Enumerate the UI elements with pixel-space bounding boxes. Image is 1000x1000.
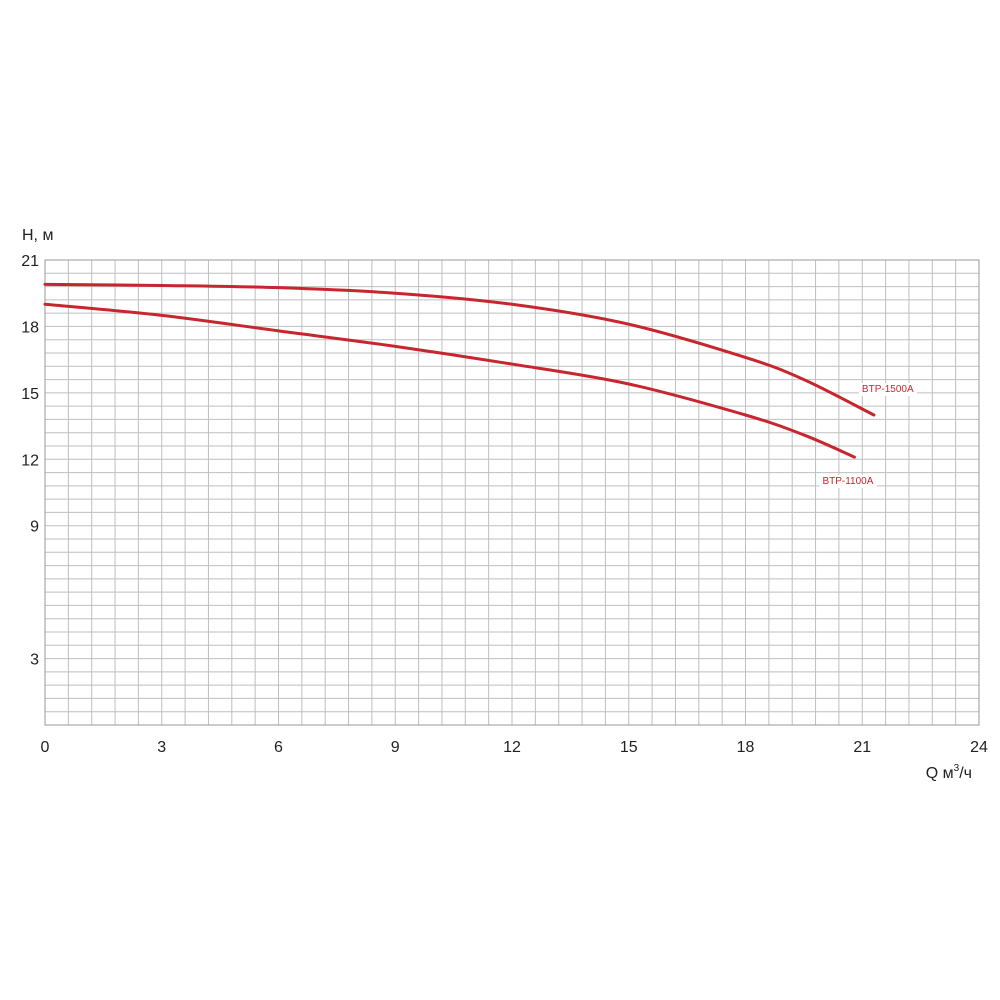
grid	[44, 259, 980, 726]
x-tick-label: 18	[737, 739, 755, 756]
x-tick-label: 3	[157, 739, 166, 756]
x-tick-label: 24	[970, 739, 988, 756]
series-label-2: BTP-1100A	[819, 475, 877, 489]
y-tick-label: 9	[30, 519, 39, 536]
series-labels: BTP-1500A BTP-1100A	[819, 383, 917, 489]
x-tick-label: 15	[620, 739, 638, 756]
x-tick-label: 12	[503, 739, 521, 756]
x-tick-label: 21	[853, 739, 871, 756]
y-tick-label: 12	[21, 452, 39, 469]
y-tick-label: 18	[21, 319, 39, 336]
axis-titles: H, м Q м3/ч	[22, 227, 972, 782]
x-axis-title-sup: 3	[954, 763, 960, 774]
x-axis-title-main: Q м	[926, 765, 954, 782]
series-label-background	[819, 475, 877, 489]
curves	[43, 282, 876, 459]
series-label-1: BTP-1500A	[858, 383, 917, 396]
y-tick-label: 21	[21, 253, 39, 270]
y-tick-label: 3	[30, 652, 39, 669]
series-label-text: BTP-1100A	[822, 476, 873, 487]
x-tick-label: 0	[41, 739, 50, 756]
series-line-2	[43, 302, 856, 459]
x-tick-label: 9	[391, 739, 400, 756]
x-axis-title-suffix: /ч	[959, 765, 972, 782]
x-tick-label: 6	[274, 739, 283, 756]
y-axis-title: H, м	[22, 227, 53, 244]
x-axis-title: Q м3/ч	[926, 763, 972, 782]
series-line-1	[43, 282, 876, 417]
series-label-background	[858, 383, 917, 396]
y-tick-label: 15	[21, 386, 39, 403]
tick-labels: 0 3 6 9 12 15 18 21 24 3 9 12 15 18 21	[21, 253, 988, 756]
plot-border	[44, 259, 980, 726]
series-label-text: BTP-1500A	[862, 384, 914, 395]
